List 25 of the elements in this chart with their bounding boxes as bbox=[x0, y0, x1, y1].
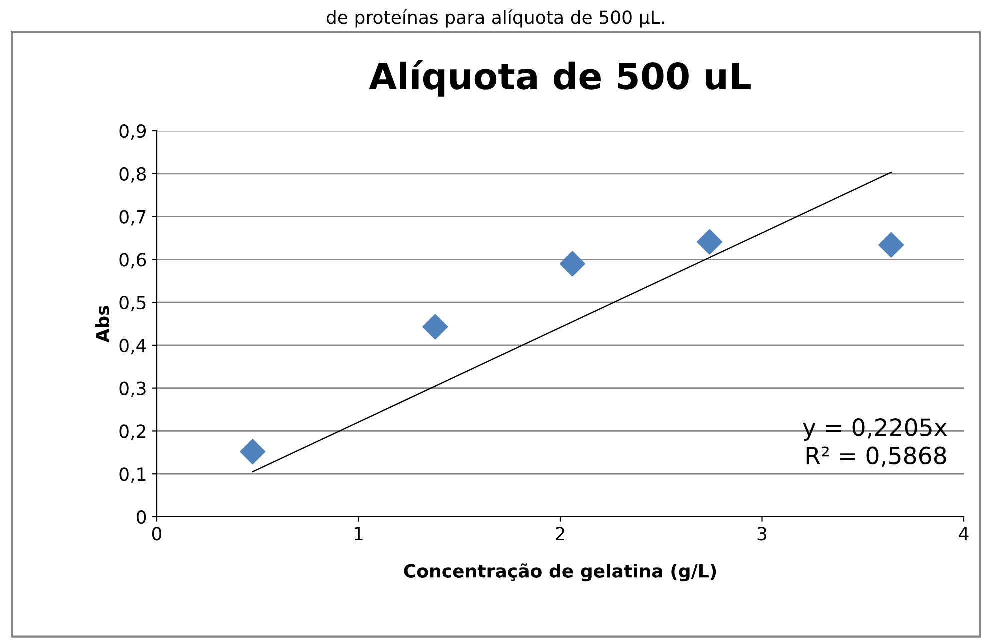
x-tick-label: 1 bbox=[354, 527, 363, 540]
point bbox=[697, 229, 723, 255]
y-tick-label: 0,1 bbox=[120, 468, 146, 484]
y-tick-label: 0,4 bbox=[120, 338, 146, 354]
y-tick-label: 0,8 bbox=[120, 167, 146, 183]
x-tick-label: 4 bbox=[959, 527, 969, 540]
x-axis-title: Concentração de gelatina (g/L) bbox=[404, 564, 716, 582]
y-tick-label: 0,3 bbox=[120, 382, 146, 398]
x-tick-label: 2 bbox=[556, 527, 564, 540]
point bbox=[240, 439, 266, 465]
y-tick-label: 0,5 bbox=[120, 296, 146, 312]
y-tick-label: 0,9 bbox=[120, 124, 146, 140]
point bbox=[422, 314, 448, 340]
text: de proteínas para alíquota de 500 µL. bbox=[326, 10, 664, 28]
chart-title: Alíquota de 500 uL bbox=[369, 60, 751, 97]
point bbox=[878, 232, 904, 258]
y-axis-title: Abs bbox=[96, 306, 110, 343]
point bbox=[560, 251, 586, 277]
y-tick-label: 0,2 bbox=[120, 424, 146, 440]
y-tick-label: 0 bbox=[136, 510, 146, 524]
y-tick-label: 0,7 bbox=[120, 210, 146, 226]
x-tick-label: 0 bbox=[152, 527, 162, 541]
y-tick-label: 0,6 bbox=[120, 253, 146, 269]
x-tick-label: 3 bbox=[758, 527, 767, 541]
annotation: y = 0,2205x R² = 0,5868 bbox=[803, 418, 948, 468]
